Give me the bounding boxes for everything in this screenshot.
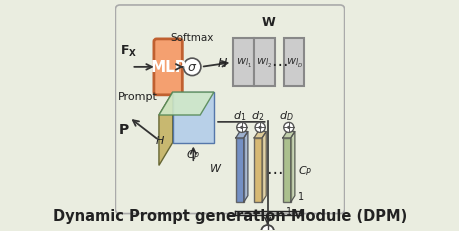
Text: W: W [209, 163, 220, 173]
Circle shape [183, 59, 201, 76]
Text: 1: 1 [297, 191, 303, 201]
Text: $w_{I_2}$: $w_{I_2}$ [256, 57, 272, 70]
Polygon shape [262, 132, 266, 202]
Circle shape [283, 123, 293, 133]
Circle shape [261, 225, 274, 231]
Text: Softmax: Softmax [170, 33, 213, 43]
Text: $d_1$: $d_1$ [233, 109, 246, 123]
Text: $\mathbf{F_X}$: $\mathbf{F_X}$ [120, 43, 137, 58]
Polygon shape [253, 132, 266, 138]
Bar [282, 138, 290, 202]
Text: H: H [156, 136, 164, 146]
Text: $C_P$: $C_P$ [186, 147, 200, 161]
Text: Dynamic Prompt generation Module (DPM): Dynamic Prompt generation Module (DPM) [53, 208, 406, 223]
Text: $w_{I_D}$: $w_{I_D}$ [285, 57, 302, 70]
FancyBboxPatch shape [233, 39, 253, 87]
Text: Prompt: Prompt [118, 92, 157, 102]
Text: MLP: MLP [150, 60, 185, 75]
FancyBboxPatch shape [154, 40, 182, 95]
Polygon shape [159, 93, 172, 166]
Polygon shape [159, 93, 213, 116]
Polygon shape [172, 93, 213, 143]
Polygon shape [243, 132, 247, 202]
Circle shape [241, 127, 242, 129]
Bar [253, 138, 262, 202]
Polygon shape [282, 132, 294, 138]
Circle shape [236, 123, 246, 133]
Circle shape [287, 127, 289, 129]
Text: 1: 1 [285, 206, 291, 216]
Text: $d_2$: $d_2$ [251, 109, 264, 123]
FancyBboxPatch shape [253, 39, 274, 87]
Text: $w_{I_1}$: $w_{I_1}$ [235, 57, 252, 70]
Polygon shape [290, 132, 294, 202]
FancyBboxPatch shape [283, 39, 304, 87]
Polygon shape [235, 132, 247, 138]
Bar [235, 138, 243, 202]
Text: H: H [217, 57, 226, 70]
Text: $d_D$: $d_D$ [279, 109, 293, 123]
Text: $\mathbf{W}$: $\mathbf{W}$ [261, 16, 276, 29]
Text: $C_P$: $C_P$ [297, 163, 311, 177]
Text: $\mathbf{P}$: $\mathbf{P}$ [118, 122, 129, 136]
FancyBboxPatch shape [115, 6, 344, 214]
Text: $\cdots$: $\cdots$ [270, 54, 287, 72]
Circle shape [259, 127, 261, 129]
Text: $\cdots$: $\cdots$ [266, 161, 282, 179]
Text: $\sigma$: $\sigma$ [187, 61, 197, 74]
Circle shape [255, 123, 264, 133]
